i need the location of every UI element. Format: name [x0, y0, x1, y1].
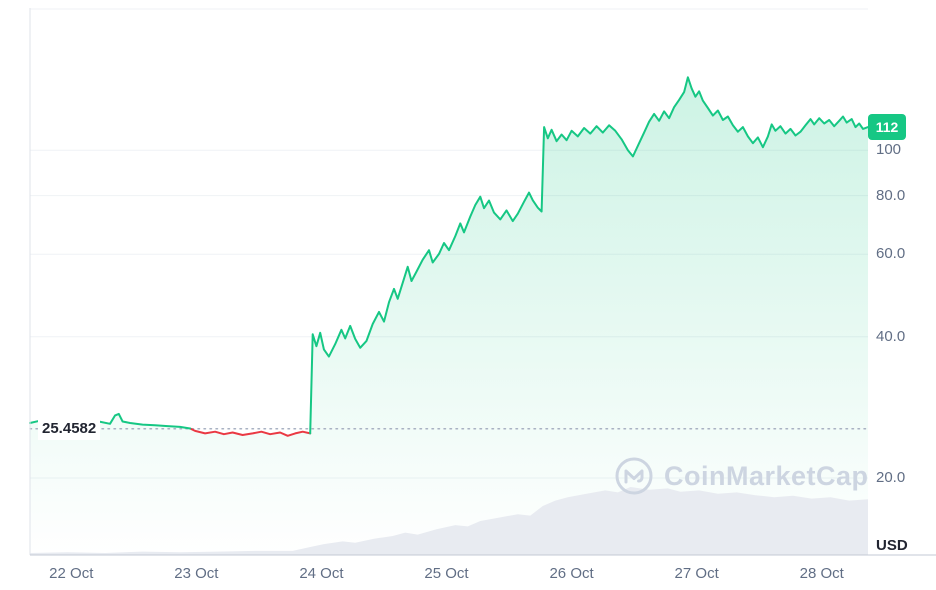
volume-area — [30, 487, 868, 555]
price-area-fill — [30, 77, 868, 556]
x-tick-label: 27 Oct — [674, 565, 719, 582]
y-tick-label: 20.0 — [876, 469, 906, 486]
x-tick-label: 25 Oct — [424, 565, 469, 582]
watermark-text: CoinMarketCap — [664, 460, 869, 491]
y-tick-label: 60.0 — [876, 245, 906, 263]
x-tick-label: 26 Oct — [549, 565, 594, 582]
price-line-down — [189, 427, 312, 437]
coinmarketcap-watermark: CoinMarketCap — [614, 456, 869, 496]
x-tick-label: 28 Oct — [799, 565, 844, 582]
x-tick-label: 22 Oct — [49, 565, 94, 582]
y-tick-label: 80.0 — [876, 186, 906, 204]
coinmarketcap-logo-icon — [615, 457, 653, 495]
currency-unit-label: USD — [876, 537, 908, 554]
x-tick-label: 23 Oct — [174, 565, 219, 582]
price-line-up — [309, 76, 869, 435]
x-tick-label: 24 Oct — [299, 565, 344, 582]
y-tick-label: 40.0 — [876, 327, 906, 345]
y-tick-label: 100 — [876, 141, 902, 159]
last-price-badge: 112 — [868, 114, 906, 141]
open-price-label: 25.4582 — [38, 417, 101, 440]
